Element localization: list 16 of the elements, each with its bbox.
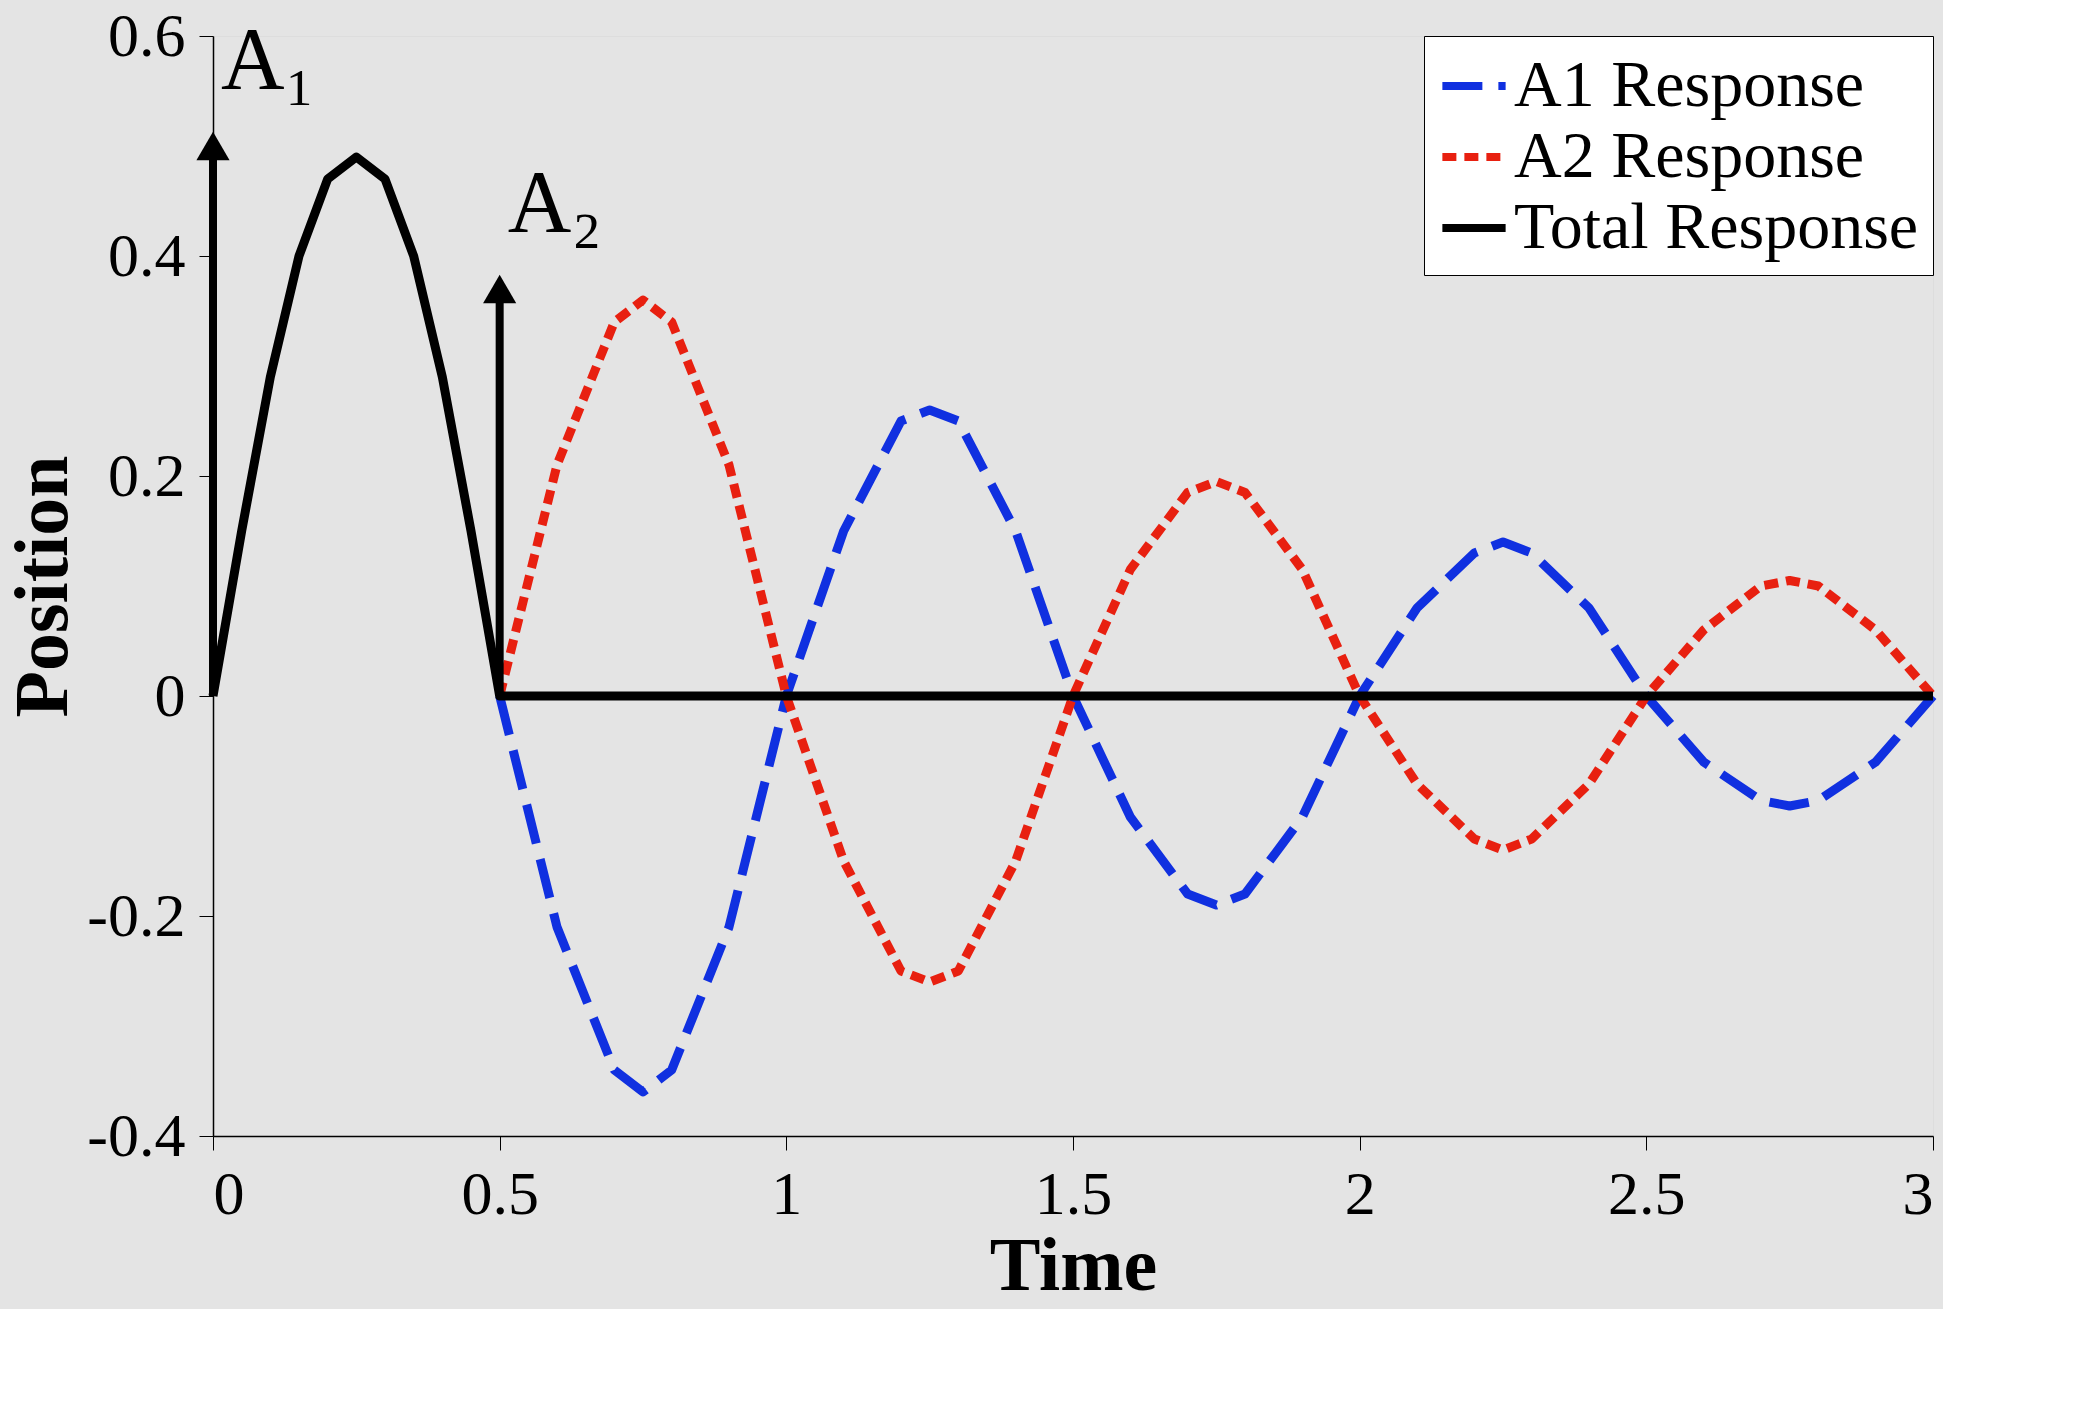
legend-label: A1 Response <box>1514 47 1865 120</box>
y-axis-title: Position <box>0 455 84 718</box>
x-tick-label: 1 <box>771 1158 803 1227</box>
x-tick-label: 2.5 <box>1608 1158 1686 1227</box>
annotation: A₁ <box>221 10 316 107</box>
y-tick-label: 0.6 <box>108 0 186 69</box>
y-tick-label: 0 <box>154 660 186 729</box>
y-tick-label: -0.2 <box>87 880 186 949</box>
y-tick-label: 0.4 <box>108 220 186 289</box>
x-tick-label: 3 <box>1902 1158 1934 1227</box>
x-tick-label: 2 <box>1344 1158 1376 1227</box>
y-tick-label: -0.4 <box>87 1100 186 1169</box>
x-tick-label: 0.5 <box>461 1158 539 1227</box>
x-tick-label: 0 <box>213 1158 245 1227</box>
y-tick-label: 0.2 <box>108 440 186 509</box>
annotation: A₂ <box>507 153 602 250</box>
